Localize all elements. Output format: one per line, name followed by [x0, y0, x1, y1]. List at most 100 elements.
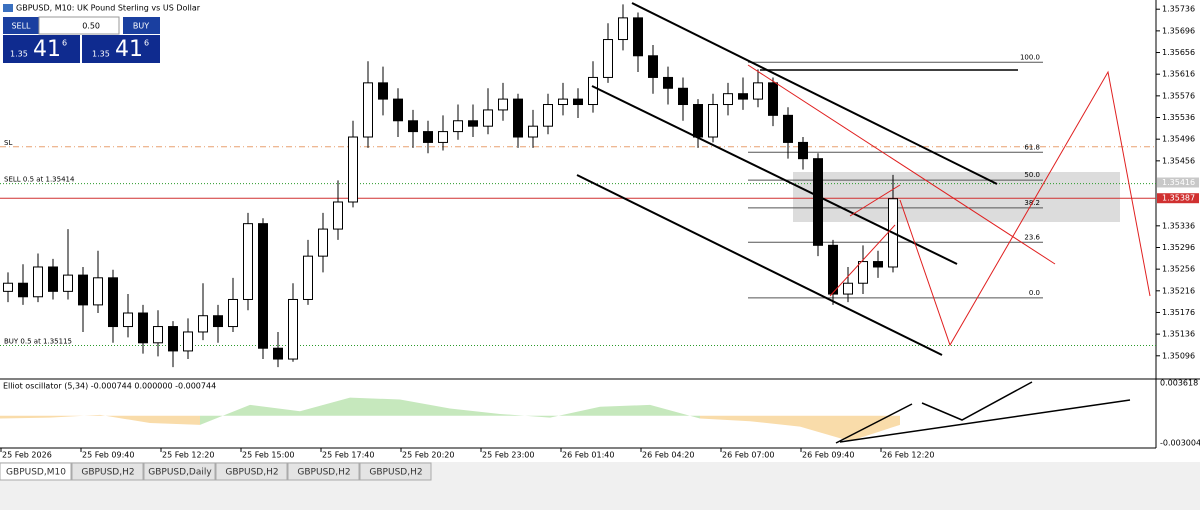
- bid-tag: [1157, 177, 1199, 188]
- x-tick-label: 26 Feb 01:40: [562, 451, 614, 460]
- candle-body: [663, 76, 673, 89]
- y-tick-label: 1.35136: [1162, 330, 1195, 339]
- candle-body: [738, 93, 748, 100]
- x-tick-label: 25 Feb 23:00: [482, 451, 534, 460]
- candle-body: [198, 315, 208, 333]
- candle-body: [153, 326, 163, 344]
- candle-body: [648, 55, 658, 78]
- trade-panel: SELL 0.50 BUY 1.35 41 6 1.35 41 6: [3, 16, 160, 63]
- tab-label: GBPUSD,M10: [6, 468, 66, 478]
- channel-line: [576, 174, 943, 356]
- osc-segment: [400, 399, 450, 416]
- buy-sup: 6: [144, 39, 149, 48]
- candle-body: [93, 277, 103, 306]
- tab[interactable]: [359, 462, 432, 481]
- osc-segment: [450, 408, 500, 416]
- arrow-path: [899, 70, 1151, 347]
- candle-body: [753, 82, 763, 100]
- tab[interactable]: [215, 462, 288, 481]
- candle-body: [543, 104, 553, 127]
- tab[interactable]: [71, 462, 144, 481]
- osc-segment: [150, 415, 200, 425]
- candle-body: [498, 98, 508, 111]
- sell-big: 41: [33, 37, 61, 62]
- candle-body: [693, 104, 703, 138]
- fib-label: 23.6: [1024, 233, 1040, 241]
- window-title: GBPUSD, M10: UK Pound Sterling vs US Dol…: [16, 4, 201, 13]
- candle-body: [798, 141, 808, 160]
- candle-body: [3, 282, 13, 292]
- tab[interactable]: [143, 462, 216, 481]
- arrow-line: [829, 224, 896, 297]
- osc-segment: [100, 414, 150, 424]
- tab[interactable]: [0, 462, 72, 481]
- osc-segment: [300, 397, 350, 416]
- candle-body: [708, 104, 718, 138]
- bid-price: 1.35416: [1162, 178, 1195, 187]
- buy-button[interactable]: [123, 17, 160, 34]
- y-tick-label: 1.35616: [1162, 70, 1195, 79]
- channel: [576, 2, 998, 356]
- candle-body: [873, 261, 883, 268]
- buy-prefix: 1.35: [92, 50, 110, 59]
- candle-body: [393, 98, 403, 122]
- tab-label: GBPUSD,H2: [81, 468, 134, 478]
- osc-segment: [200, 404, 250, 425]
- candle-body: [813, 158, 823, 246]
- x-tick-label: 25 Feb 17:40: [322, 451, 374, 460]
- candle-body: [33, 266, 43, 298]
- candle-body: [528, 125, 538, 138]
- volume-input[interactable]: [38, 16, 120, 35]
- candle-body: [168, 326, 178, 352]
- arrow-line: [747, 64, 1056, 265]
- candle-body: [348, 136, 358, 203]
- x-tick-label: 25 Feb 12:20: [162, 451, 214, 460]
- candle-body: [108, 277, 118, 328]
- order-label: SL: [4, 139, 12, 147]
- osc-segment: [700, 415, 750, 422]
- tab[interactable]: [287, 462, 360, 481]
- alert-tag: [1157, 193, 1199, 204]
- tab-label: GBPUSD,Daily: [148, 468, 212, 478]
- x-tick-label: 25 Feb 2026: [2, 451, 52, 460]
- y-tick-label: 1.35736: [1162, 5, 1195, 14]
- fib-label: 0.0: [1029, 289, 1040, 297]
- candle-body: [123, 312, 133, 328]
- arrow-line: [849, 184, 901, 217]
- candle-body: [333, 201, 343, 230]
- osc-segment: [550, 406, 600, 418]
- fib-label: 50.0: [1024, 171, 1040, 179]
- candle-body: [558, 98, 568, 106]
- candle-body: [378, 82, 388, 100]
- candle-body: [468, 120, 478, 127]
- y-tick-label: 1.35216: [1162, 286, 1195, 295]
- candles: [3, 4, 898, 368]
- candle-body: [843, 282, 853, 295]
- sell-box[interactable]: [3, 35, 80, 63]
- x-tick-label: 26 Feb 04:20: [642, 451, 694, 460]
- sell-label: SELL: [11, 22, 31, 31]
- osc-segment: [250, 404, 300, 416]
- osc-tick-label: -0.003004: [1160, 439, 1200, 448]
- candle-body: [48, 266, 58, 292]
- alert-price: 1.35387: [1162, 194, 1195, 203]
- y-tick-label: 1.35256: [1162, 265, 1195, 274]
- x-tick-label: 25 Feb 09:40: [82, 451, 134, 460]
- tab-label: GBPUSD,H2: [225, 468, 278, 478]
- candle-body: [618, 17, 628, 41]
- y-tick-label: 1.35336: [1162, 221, 1195, 230]
- wave-line: [921, 381, 1033, 421]
- x-tick-label: 25 Feb 15:00: [242, 451, 294, 460]
- trend-line: [839, 399, 1131, 443]
- candle-body: [633, 17, 643, 57]
- sell-button[interactable]: [3, 17, 39, 34]
- candle-body: [408, 120, 418, 133]
- candle-body: [858, 261, 868, 284]
- x-tick-label: 25 Feb 20:20: [402, 451, 454, 460]
- y-tick-label: 1.35656: [1162, 48, 1195, 57]
- y-tick-label: 1.35456: [1162, 156, 1195, 165]
- buy-box[interactable]: [82, 35, 160, 63]
- candle-body: [783, 114, 793, 143]
- candle-body: [603, 39, 613, 78]
- x-tick-label: 26 Feb 09:40: [802, 451, 854, 460]
